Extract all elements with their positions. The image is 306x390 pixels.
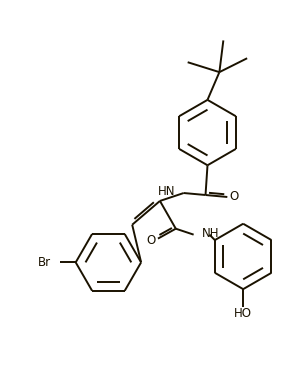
Text: HO: HO: [234, 307, 252, 321]
Text: NH: NH: [202, 227, 219, 240]
Text: O: O: [230, 190, 239, 204]
Text: Br: Br: [38, 256, 51, 269]
Text: O: O: [146, 234, 156, 247]
Text: HN: HN: [158, 184, 176, 198]
